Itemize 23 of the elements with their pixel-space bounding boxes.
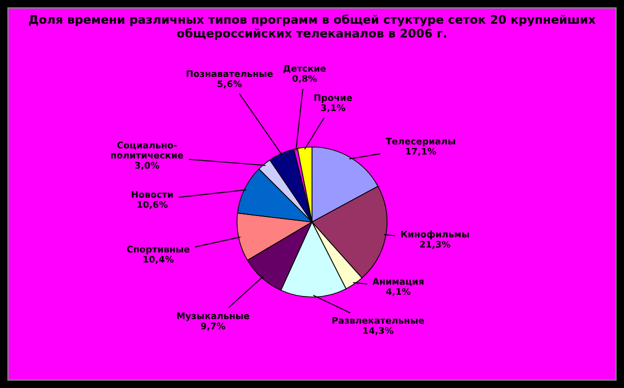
slice-label: Социально-политические	[111, 142, 184, 159]
slice-label: Кинофильмы	[401, 230, 469, 240]
slice-label: Музыкальные	[177, 312, 250, 322]
data-label: 3,0%	[135, 162, 160, 170]
slice-label: Телесериалы	[386, 138, 456, 146]
data-label: 17,1%	[406, 148, 436, 156]
data-label: 3,1%	[321, 104, 346, 112]
slice-label: Новости	[132, 191, 173, 198]
slice-label: Анимация	[372, 278, 424, 286]
data-label: 5,6%	[218, 80, 242, 88]
data-label: 0,8%	[292, 75, 317, 84]
chart-title: Доля времени различных типов программ в общей стуктуре сеток 20 крупнейших общероссийских телеканалов в 2006 г.	[28, 14, 596, 40]
data-label: 4,1%	[386, 288, 410, 296]
slice-label: Развлекательные	[332, 317, 424, 324]
slice-label: Спортивные	[127, 246, 190, 254]
slice-label: Прочие	[314, 94, 352, 103]
data-label: 10,6%	[138, 201, 168, 210]
data-label: 10,4%	[144, 256, 174, 264]
data-label: 21,3%	[420, 240, 450, 249]
data-label: 9,7%	[200, 322, 226, 331]
slice-label: Детские	[283, 65, 326, 74]
slice-label: Познавательные	[186, 70, 273, 78]
data-label: 14,3%	[363, 327, 394, 336]
